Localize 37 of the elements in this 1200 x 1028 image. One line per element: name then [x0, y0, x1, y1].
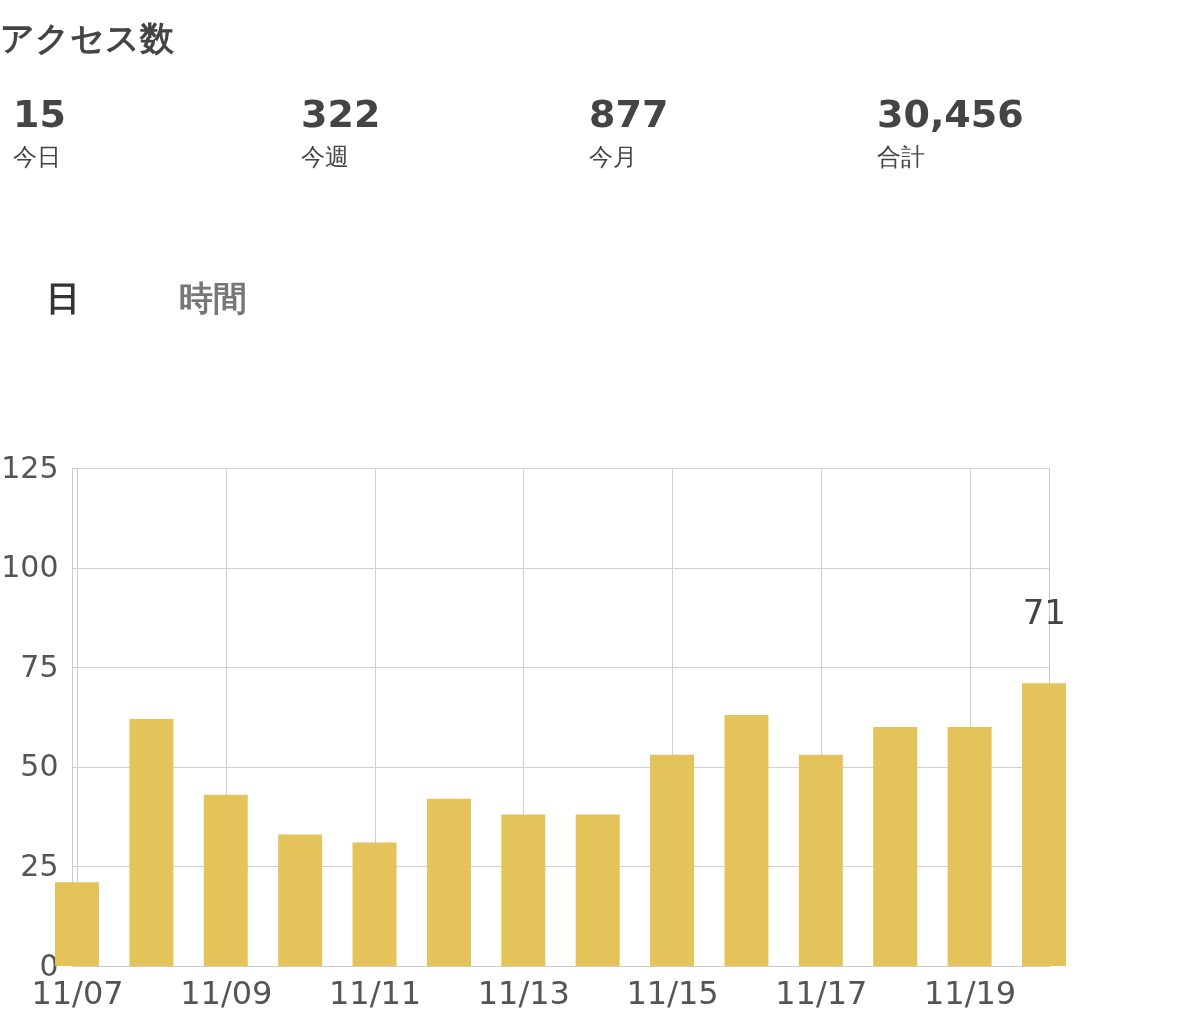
y-tick-label: 25 — [20, 847, 59, 883]
text: 今週 — [301, 143, 349, 171]
x-tick-label: 11/17 — [775, 973, 868, 1012]
bar — [203, 794, 248, 966]
x-tick-label: 11/15 — [626, 973, 719, 1012]
bar — [575, 814, 620, 966]
bar — [798, 754, 843, 966]
text: 今月 — [589, 143, 637, 171]
bar — [426, 798, 471, 966]
bar — [650, 754, 695, 966]
bar — [1022, 683, 1066, 966]
bar — [947, 726, 992, 966]
text: 877 — [589, 92, 669, 136]
y-tick-label: 100 — [1, 549, 59, 585]
text: 322 — [301, 92, 381, 136]
y-tick-label: 125 — [1, 449, 59, 485]
x-tick-label: 11/09 — [180, 973, 273, 1012]
y-tick-label: 50 — [20, 748, 59, 784]
bar — [724, 715, 769, 966]
text: 合計 — [877, 143, 925, 171]
text: 30,456 — [877, 92, 1024, 136]
bar — [501, 814, 546, 966]
bar — [352, 842, 397, 966]
text: 15 — [13, 92, 66, 136]
bar — [55, 882, 99, 966]
bar — [129, 718, 174, 966]
bar — [278, 834, 323, 966]
text: 今日 — [13, 143, 61, 171]
y-tick-label: 75 — [20, 648, 59, 684]
x-tick-label: 11/19 — [924, 973, 1017, 1012]
x-tick-label: 11/11 — [328, 973, 422, 1012]
text: アクセス数 — [0, 18, 175, 58]
text: 時間 — [179, 278, 247, 318]
data-label: 71 — [1022, 592, 1066, 633]
bar — [873, 726, 918, 966]
x-tick-label: 11/13 — [477, 973, 570, 1012]
text: 日 — [46, 278, 80, 318]
